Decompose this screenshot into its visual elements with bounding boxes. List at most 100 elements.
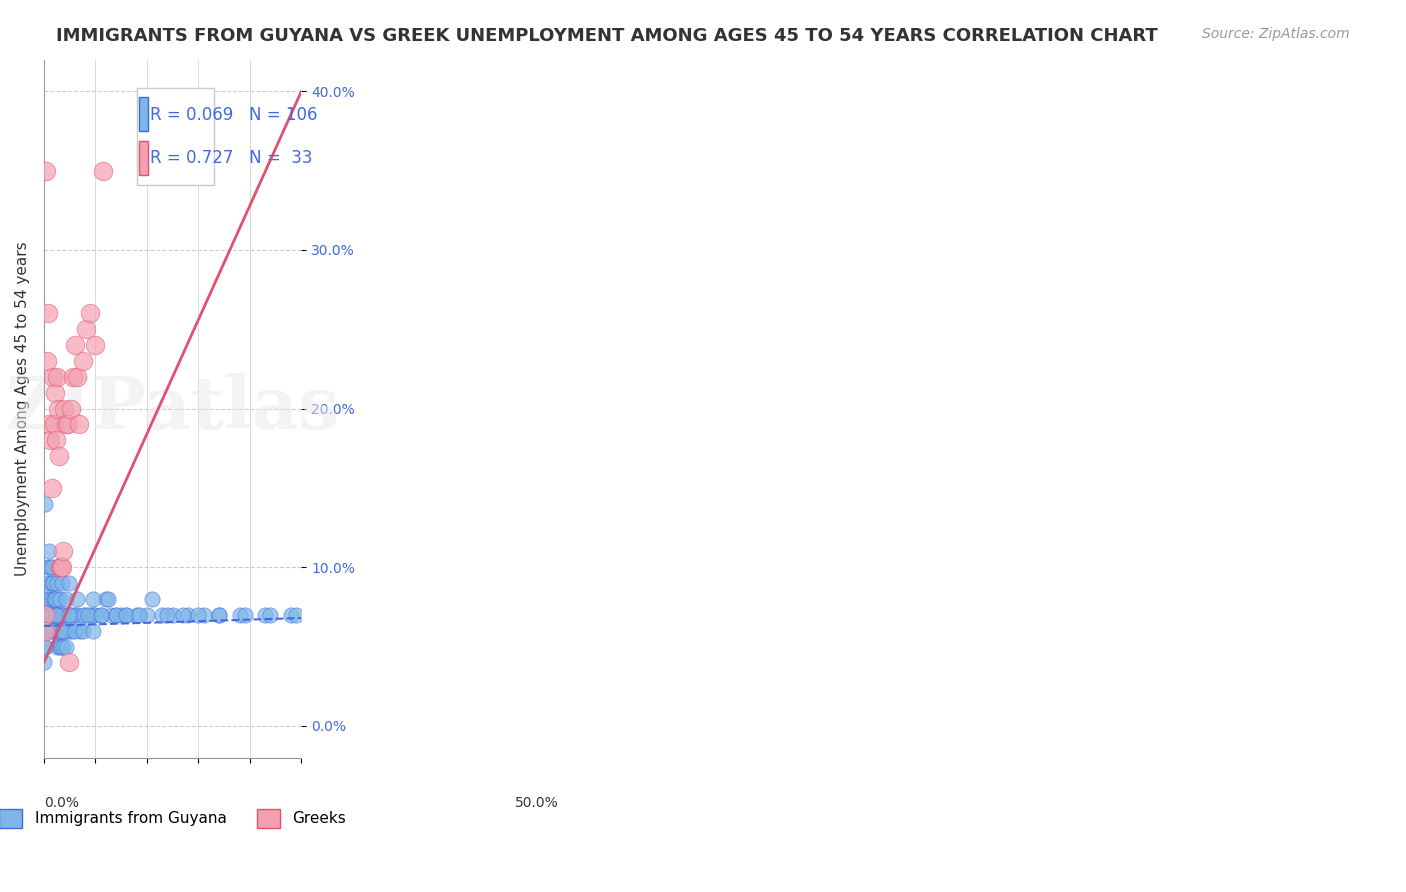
Point xyxy=(58,576,80,591)
Point xyxy=(41,481,63,495)
Point xyxy=(44,624,66,638)
Point xyxy=(35,624,58,638)
Point xyxy=(79,607,101,622)
Point xyxy=(172,607,194,622)
Point xyxy=(69,624,91,638)
Point xyxy=(208,607,231,622)
Point xyxy=(48,607,70,622)
Point xyxy=(41,370,63,384)
Point xyxy=(59,401,82,416)
Point xyxy=(38,417,60,432)
Point xyxy=(51,640,73,654)
Point xyxy=(49,640,72,654)
Point xyxy=(45,607,67,622)
Point xyxy=(49,607,72,622)
Point xyxy=(45,624,67,638)
Point xyxy=(94,591,117,606)
Point xyxy=(44,607,66,622)
Point xyxy=(52,640,75,654)
Point xyxy=(82,607,104,622)
Point xyxy=(53,624,76,638)
Point xyxy=(84,338,107,352)
Point xyxy=(45,607,67,622)
Point xyxy=(76,607,98,622)
Point xyxy=(39,434,62,448)
Point xyxy=(52,624,75,638)
Point xyxy=(34,624,56,638)
Point xyxy=(41,576,63,591)
Point xyxy=(82,591,104,606)
Point xyxy=(37,624,59,638)
Point xyxy=(66,607,89,622)
Y-axis label: Unemployment Among Ages 45 to 54 years: Unemployment Among Ages 45 to 54 years xyxy=(15,242,30,576)
Point xyxy=(51,607,73,622)
Point xyxy=(66,370,89,384)
Point xyxy=(44,591,66,606)
Point xyxy=(177,607,200,622)
Point xyxy=(60,624,83,638)
Point xyxy=(60,607,83,622)
Point xyxy=(58,607,80,622)
Point xyxy=(63,607,86,622)
Point xyxy=(34,656,56,670)
Point xyxy=(72,624,94,638)
Point xyxy=(37,576,59,591)
Point xyxy=(46,401,69,416)
Point xyxy=(115,607,138,622)
Point xyxy=(41,624,63,638)
Point xyxy=(51,560,73,574)
Point xyxy=(48,624,70,638)
Point xyxy=(135,607,157,622)
Point xyxy=(41,591,63,606)
Point xyxy=(72,607,94,622)
Point xyxy=(187,607,209,622)
Point xyxy=(254,607,277,622)
Point xyxy=(49,624,72,638)
Point xyxy=(52,607,75,622)
Point xyxy=(84,607,107,622)
Point xyxy=(45,591,67,606)
Point xyxy=(34,497,56,511)
Point xyxy=(91,163,114,178)
Point xyxy=(46,607,69,622)
Point xyxy=(162,607,184,622)
Point xyxy=(79,306,101,320)
Point xyxy=(42,417,65,432)
Point xyxy=(38,591,60,606)
Point xyxy=(150,607,173,622)
Point xyxy=(48,624,70,638)
Point xyxy=(55,417,77,432)
Text: ZIPatlas: ZIPatlas xyxy=(6,373,340,444)
Point xyxy=(104,607,127,622)
Point xyxy=(34,640,56,654)
Point xyxy=(115,607,138,622)
Point xyxy=(42,607,65,622)
Point xyxy=(41,624,63,638)
Point xyxy=(67,417,90,432)
Point xyxy=(75,322,97,336)
Point xyxy=(63,624,86,638)
Point xyxy=(44,385,66,400)
Point xyxy=(63,338,86,352)
Point xyxy=(45,576,67,591)
Point xyxy=(97,591,120,606)
Point xyxy=(38,544,60,558)
Text: 0.0%: 0.0% xyxy=(44,796,79,810)
Point xyxy=(228,607,250,622)
Point xyxy=(55,624,77,638)
Point xyxy=(35,591,58,606)
Point xyxy=(49,591,72,606)
Point xyxy=(56,607,79,622)
Point xyxy=(193,607,215,622)
Point xyxy=(125,607,148,622)
Point xyxy=(42,576,65,591)
Point xyxy=(37,354,59,368)
Point xyxy=(90,607,112,622)
Point xyxy=(128,607,150,622)
Point xyxy=(259,607,281,622)
Point xyxy=(34,607,56,622)
Point xyxy=(51,576,73,591)
Point xyxy=(58,656,80,670)
Point xyxy=(58,624,80,638)
Point xyxy=(39,576,62,591)
